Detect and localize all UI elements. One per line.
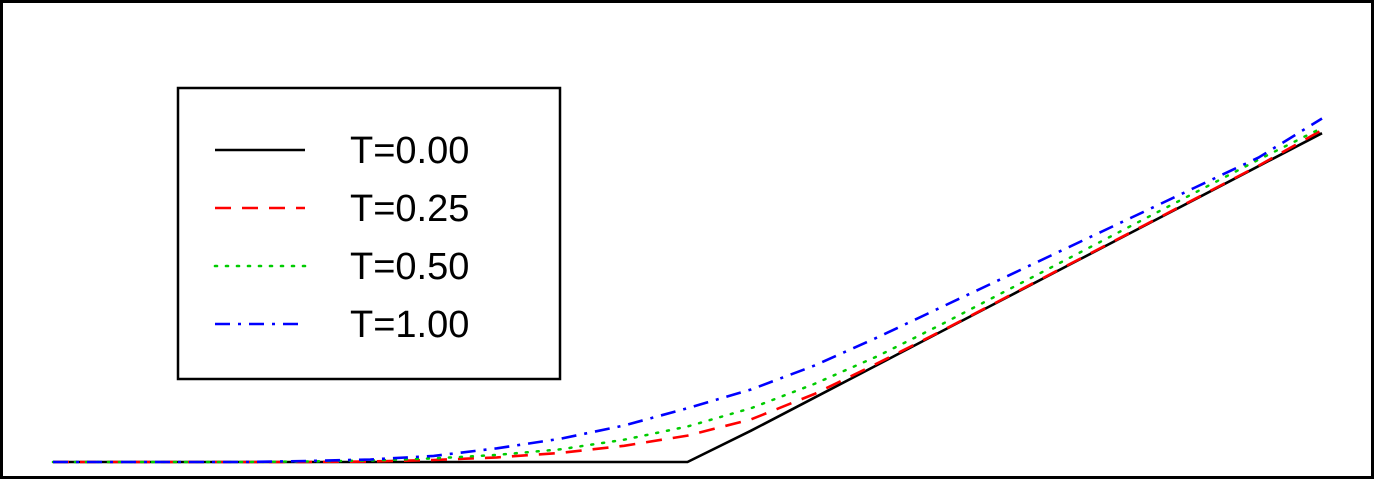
legend-label: T=0.50 [350, 246, 469, 288]
legend: T=0.00 T=0.25 T=0.50 T=1.00 [176, 86, 562, 381]
series-line-t-0-25 [53, 128, 1323, 464]
legend-label: T=0.25 [350, 188, 469, 230]
legend-label: T=1.00 [350, 304, 469, 346]
legend-box [176, 86, 562, 381]
series-layer [51, 117, 1324, 464]
series-line-t-1-00 [53, 117, 1323, 464]
legend-label: T=0.00 [350, 130, 469, 172]
